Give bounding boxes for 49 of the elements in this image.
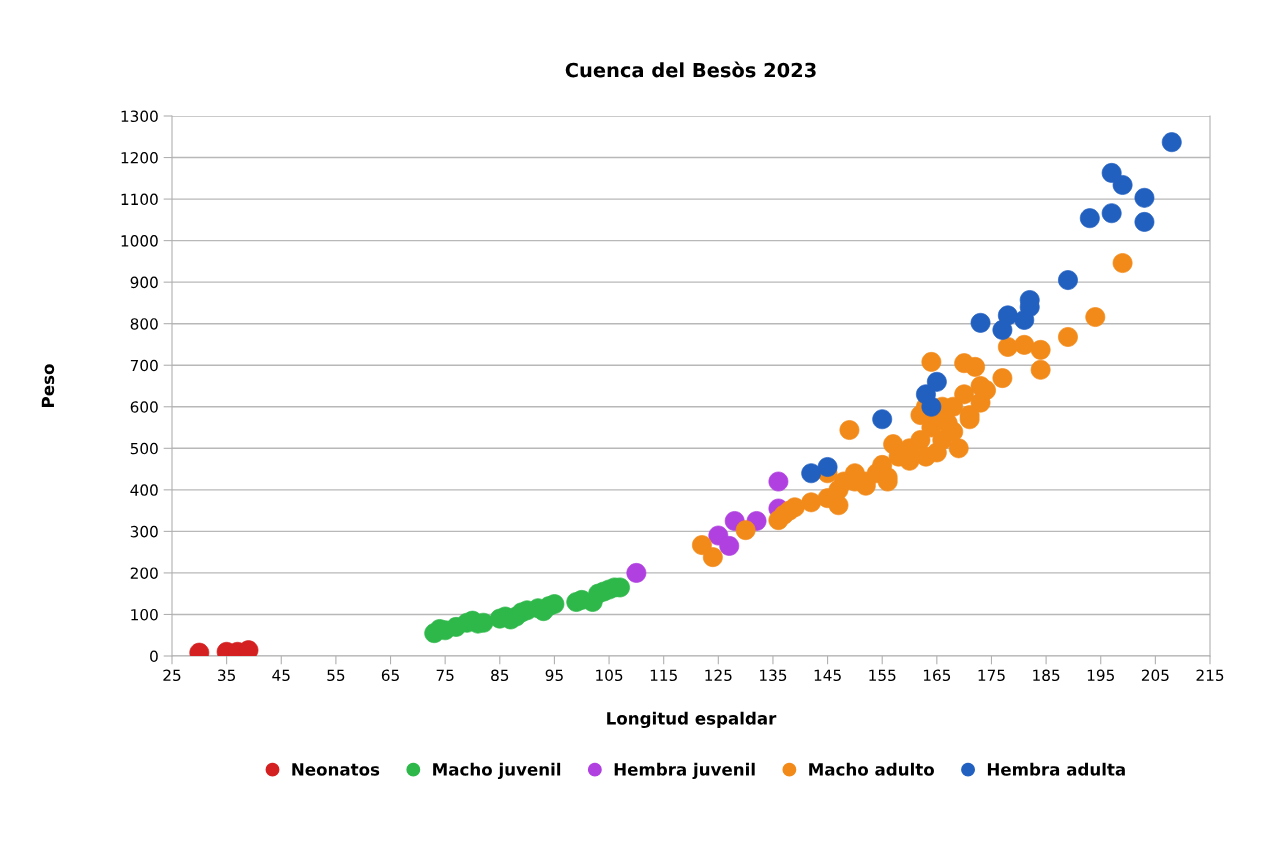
- point: [1134, 187, 1155, 208]
- legend-label: Macho juvenil: [433, 762, 561, 780]
- x-tick-label: 105: [596, 669, 623, 682]
- x-tick-label: 45: [272, 669, 290, 682]
- x-tick-label: 175: [978, 669, 1005, 682]
- x-tick-label: 165: [923, 669, 951, 682]
- y-tick-label: 800: [130, 318, 158, 330]
- point: [948, 438, 969, 459]
- legend-label: Hembra juvenil: [614, 762, 755, 780]
- x-tick-label: 215: [1196, 669, 1224, 682]
- x-tick-label: 195: [1087, 669, 1114, 682]
- y-axis-title: Peso: [41, 364, 55, 407]
- x-axis-title: Longitud espaldar: [607, 711, 777, 729]
- x-tick-label: 205: [1141, 669, 1169, 682]
- y-tick-label: 600: [130, 401, 158, 413]
- y-tick-label: 0: [150, 650, 158, 663]
- y-tick-label: 700: [130, 359, 158, 372]
- y-tick-label: 500: [130, 442, 158, 455]
- x-tick-label: 75: [436, 669, 454, 682]
- point: [1030, 339, 1051, 360]
- point: [921, 396, 942, 417]
- legend-label: Neonatos: [292, 763, 380, 776]
- y-tick-label: 200: [130, 567, 158, 579]
- x-tick-label: 145: [814, 669, 841, 682]
- point: [970, 312, 991, 333]
- y-tick-label: 1100: [121, 193, 158, 206]
- x-tick-label: 125: [705, 669, 732, 682]
- y-tick-label: 1300: [121, 110, 158, 123]
- point: [1058, 270, 1078, 290]
- y-tick-label: 1000: [121, 235, 158, 247]
- y-tick-label: 400: [130, 484, 158, 496]
- y-tick-label: 100: [131, 608, 158, 621]
- point: [992, 368, 1013, 389]
- x-tick-label: 85: [491, 669, 509, 682]
- x-tick-label: 95: [545, 669, 563, 682]
- y-tick-label: 300: [130, 525, 158, 538]
- x-tick-label: 25: [163, 669, 181, 682]
- x-tick-label: 115: [650, 669, 677, 682]
- x-tick-label: 65: [381, 669, 399, 682]
- x-tick-label: 55: [327, 669, 345, 682]
- y-tick-label: 900: [130, 276, 158, 289]
- chart-title: Cuenca del Besòs 2023: [565, 61, 816, 78]
- x-tick-label: 155: [869, 669, 896, 682]
- legend-label: Hembra adulta: [987, 762, 1125, 776]
- x-tick-label: 135: [760, 669, 787, 682]
- legend-label: Macho adulto: [809, 762, 934, 776]
- x-tick-label: 185: [1033, 669, 1060, 682]
- x-tick-label: 35: [218, 669, 236, 682]
- y-tick-label: 1200: [121, 152, 158, 164]
